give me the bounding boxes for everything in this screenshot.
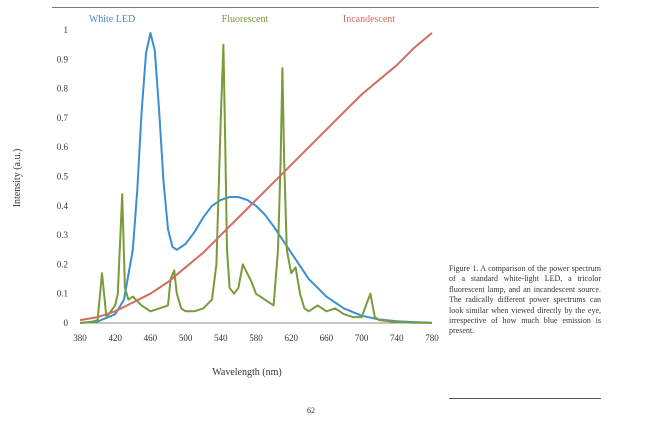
x-tick-label: 620	[284, 333, 298, 343]
incandescent-series-line	[79, 32, 433, 322]
y-tick-label: 0.9	[57, 54, 69, 64]
x-tick-label: 740	[390, 333, 404, 343]
y-tick-label: 0.3	[57, 230, 69, 240]
x-tick-label: 420	[108, 333, 122, 343]
x-tick-label: 460	[144, 333, 158, 343]
caption-rule	[449, 398, 601, 399]
spectrum-chart: Intensity (a.u.) Wavelength (nm) 380 420 4…	[12, 14, 440, 378]
white-led-legend-label: White LED	[89, 14, 135, 25]
x-tick-label: 660	[320, 333, 334, 343]
y-tick-label: 0.4	[57, 201, 69, 211]
y-tick-label: 0.5	[57, 172, 69, 182]
y-tick-label: 0.2	[57, 259, 68, 269]
incandescent-legend-label: Incandescent	[343, 14, 395, 25]
white-led-series-line	[79, 31, 433, 324]
x-tick-label: 540	[214, 333, 228, 343]
y-tick-label: 0	[64, 318, 69, 328]
fluorescent-series-line	[79, 43, 433, 324]
y-tick-label: 0.7	[57, 113, 69, 123]
tick-labels: 380 420 460 500 540 580 620 660 700 740 780 0 0.1 0.2…	[57, 25, 440, 343]
figure-caption: Figure 1. A comparison of the power spec…	[449, 264, 601, 336]
y-tick-label: 0.1	[57, 289, 68, 299]
page-number: 62	[307, 406, 315, 415]
x-tick-label: 700	[355, 333, 369, 343]
y-tick-label: 0.8	[57, 84, 69, 94]
y-tick-label: 0.6	[57, 142, 69, 152]
x-axis-label: Wavelength (nm)	[212, 367, 281, 378]
y-axis-label: Intensity (a.u.)	[12, 149, 23, 208]
series-lines	[79, 31, 433, 324]
fluorescent-legend-label: Fluorescent	[222, 14, 269, 25]
x-tick-label: 380	[73, 333, 87, 343]
y-tick-label: 1	[64, 25, 69, 35]
x-tick-label: 780	[425, 333, 439, 343]
legend: White LED Fluorescent Incandescent	[89, 14, 396, 25]
x-tick-label: 580	[249, 333, 263, 343]
x-tick-label: 500	[179, 333, 193, 343]
header-rule	[52, 7, 599, 8]
